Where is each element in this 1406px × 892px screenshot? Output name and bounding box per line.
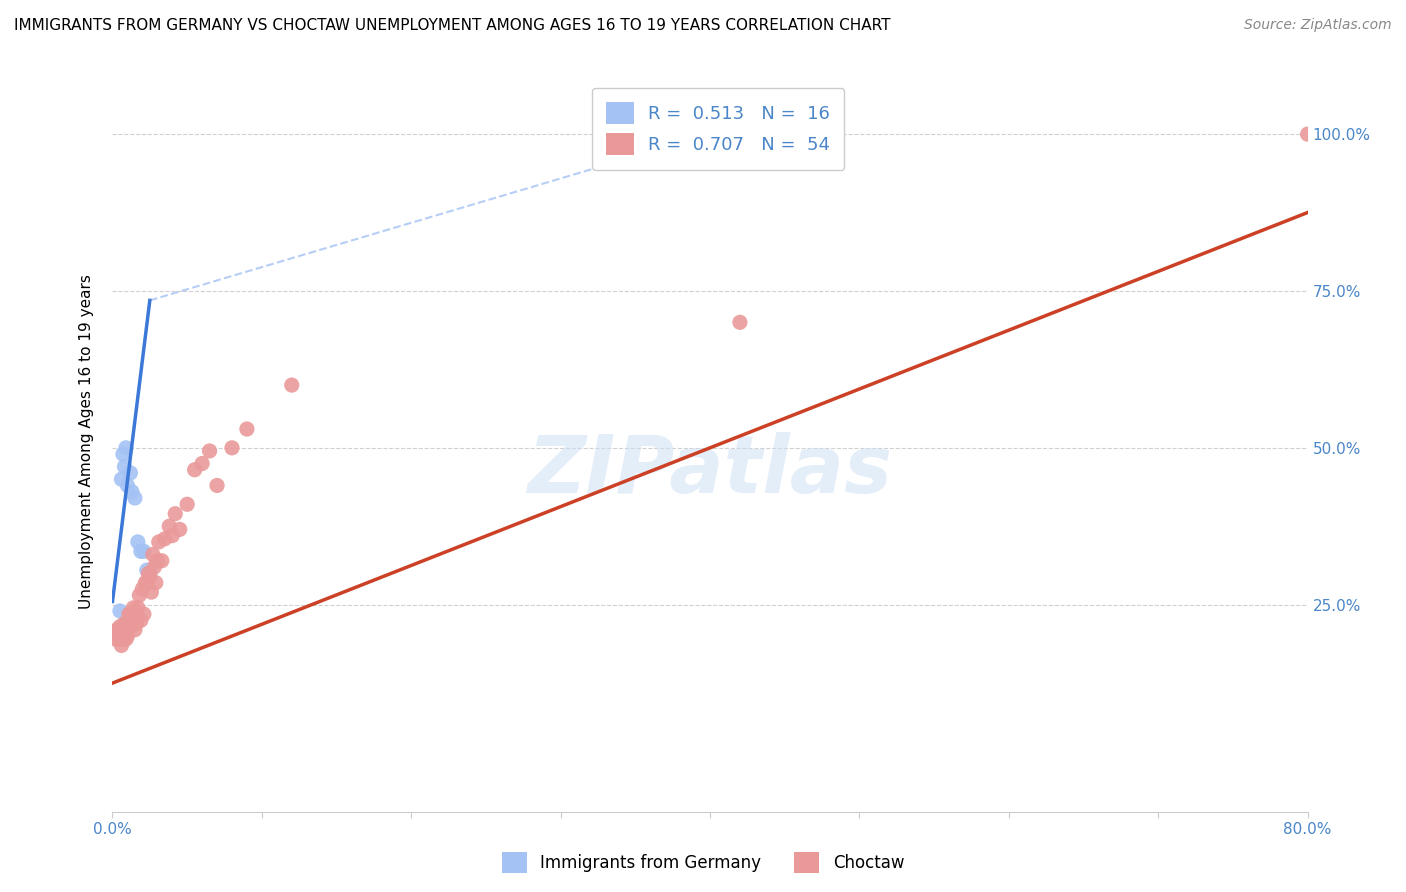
Point bbox=[115, 441, 138, 455]
Point bbox=[125, 616, 148, 631]
Point bbox=[105, 623, 128, 637]
Point bbox=[131, 582, 153, 596]
Point bbox=[117, 629, 139, 643]
Point bbox=[117, 620, 139, 634]
Point bbox=[117, 478, 139, 492]
Point bbox=[169, 522, 191, 536]
Point bbox=[139, 569, 162, 583]
Point bbox=[165, 507, 187, 521]
Legend: Immigrants from Germany, Choctaw: Immigrants from Germany, Choctaw bbox=[495, 846, 911, 880]
Point bbox=[114, 616, 135, 631]
Point bbox=[236, 422, 259, 436]
Point bbox=[138, 566, 160, 581]
Point bbox=[728, 315, 751, 329]
Point bbox=[134, 575, 156, 590]
Point bbox=[183, 463, 205, 477]
Point bbox=[139, 566, 162, 581]
Point bbox=[105, 626, 128, 640]
Point bbox=[121, 607, 143, 621]
Point bbox=[124, 491, 146, 505]
Point bbox=[110, 632, 132, 647]
Legend: R =  0.513   N =  16, R =  0.707   N =  54: R = 0.513 N = 16, R = 0.707 N = 54 bbox=[592, 87, 845, 169]
Point bbox=[110, 472, 132, 486]
Point bbox=[141, 585, 163, 599]
Point bbox=[107, 632, 129, 647]
Point bbox=[107, 623, 129, 637]
Point bbox=[107, 623, 129, 637]
Point bbox=[142, 548, 165, 562]
Point bbox=[120, 466, 142, 480]
Point bbox=[162, 529, 183, 543]
Point bbox=[135, 563, 157, 577]
Point bbox=[129, 613, 152, 627]
Point bbox=[104, 632, 127, 647]
Point bbox=[108, 604, 131, 618]
Point bbox=[111, 447, 134, 461]
Point bbox=[114, 623, 135, 637]
Point bbox=[132, 544, 155, 558]
Point bbox=[176, 497, 198, 511]
Point bbox=[129, 544, 152, 558]
Point bbox=[205, 478, 228, 492]
Point bbox=[115, 632, 138, 647]
Point bbox=[108, 620, 131, 634]
Point bbox=[111, 623, 134, 637]
Point bbox=[111, 632, 134, 647]
Point bbox=[121, 484, 143, 499]
Text: IMMIGRANTS FROM GERMANY VS CHOCTAW UNEMPLOYMENT AMONG AGES 16 TO 19 YEARS CORREL: IMMIGRANTS FROM GERMANY VS CHOCTAW UNEMP… bbox=[14, 18, 890, 33]
Point bbox=[281, 378, 304, 392]
Point bbox=[145, 575, 167, 590]
Point bbox=[115, 616, 138, 631]
Point bbox=[132, 607, 155, 621]
Y-axis label: Unemployment Among Ages 16 to 19 years: Unemployment Among Ages 16 to 19 years bbox=[79, 274, 94, 609]
Point bbox=[143, 560, 166, 574]
Point bbox=[114, 459, 135, 474]
Point bbox=[157, 519, 180, 533]
Point bbox=[148, 535, 170, 549]
Point bbox=[191, 457, 214, 471]
Point bbox=[1296, 127, 1319, 141]
Point bbox=[118, 607, 141, 621]
Point bbox=[153, 532, 176, 546]
Point bbox=[110, 639, 132, 653]
Point bbox=[120, 607, 142, 621]
Point bbox=[150, 554, 173, 568]
Point bbox=[127, 535, 149, 549]
Text: Source: ZipAtlas.com: Source: ZipAtlas.com bbox=[1244, 18, 1392, 32]
Point bbox=[120, 620, 142, 634]
Point bbox=[127, 600, 149, 615]
Point bbox=[146, 554, 169, 568]
Point bbox=[124, 623, 146, 637]
Text: ZIPatlas: ZIPatlas bbox=[527, 432, 893, 510]
Point bbox=[135, 575, 157, 590]
Point bbox=[198, 444, 221, 458]
Point bbox=[122, 600, 145, 615]
Point bbox=[128, 588, 150, 602]
Point bbox=[108, 629, 131, 643]
Point bbox=[221, 441, 243, 455]
